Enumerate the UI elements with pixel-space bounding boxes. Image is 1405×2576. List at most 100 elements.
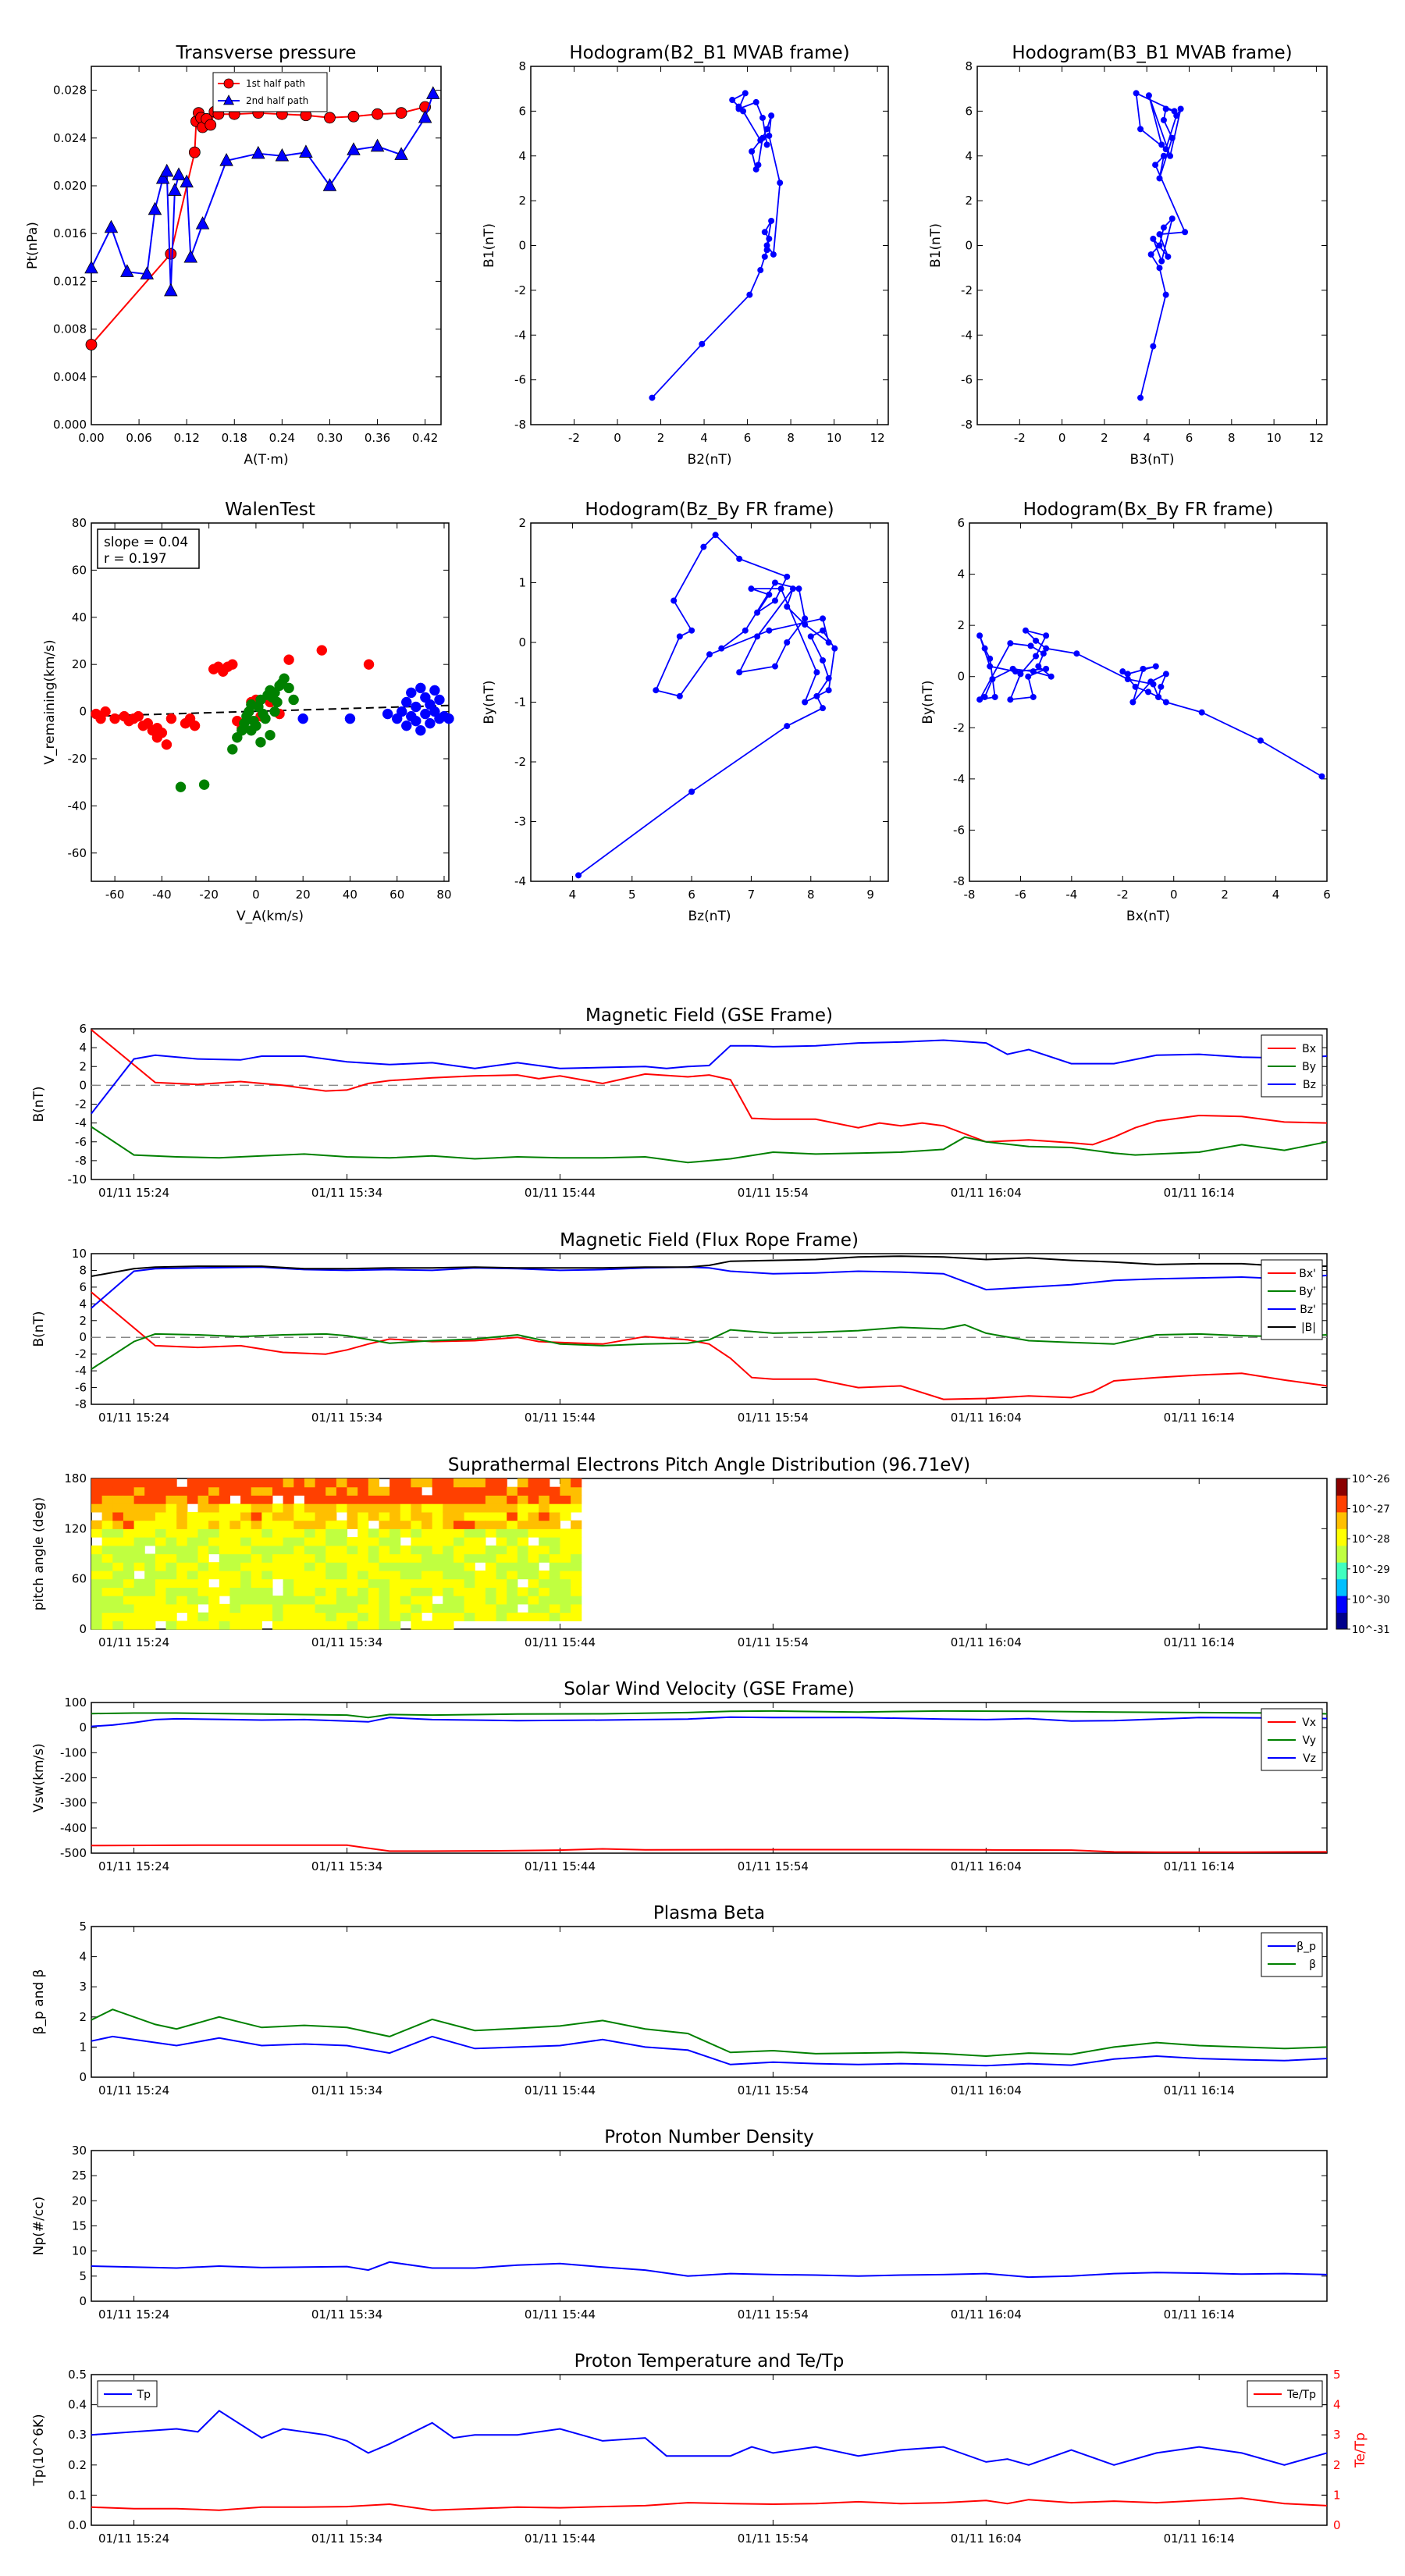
heatmap-cell (272, 1520, 284, 1529)
heatmap-cell (219, 1520, 230, 1529)
scatter-point (283, 682, 294, 694)
x-tick-label: 0.30 (317, 431, 343, 445)
heatmap-cell (165, 1520, 177, 1529)
data-marker (299, 144, 313, 158)
heatmap-cell (400, 1562, 411, 1571)
heatmap-cell (315, 1587, 326, 1596)
heatmap-cell (347, 1621, 358, 1630)
y-axis-label: Tp(10^6K) (31, 2414, 47, 2486)
heatmap-cell (101, 1603, 113, 1614)
heatmap-cell (91, 1578, 103, 1588)
heatmap-cell (454, 1520, 465, 1529)
data-point (1150, 681, 1157, 688)
data-point (820, 705, 827, 712)
scatter-point (175, 781, 187, 792)
scatter-point (260, 713, 271, 724)
heatmap-cell (539, 1570, 550, 1580)
y-axis-label: β_p and β (31, 1969, 47, 2035)
plot-frame (91, 1926, 1328, 2078)
y-tick-label: 0 (79, 705, 87, 719)
heatmap-cell (411, 1528, 422, 1538)
heatmap-cell (315, 1612, 326, 1621)
heatmap-cell (496, 1553, 507, 1563)
y-tick-label: -8 (953, 874, 965, 888)
y-tick-label: -6 (514, 373, 526, 387)
heatmap-cell (368, 1553, 379, 1563)
data-marker (347, 110, 360, 123)
heatmap-cell (528, 1495, 539, 1504)
heatmap-cell (219, 1553, 230, 1563)
heatmap-cell (176, 1553, 188, 1563)
heatmap-cell (315, 1528, 326, 1538)
heatmap-cell (293, 1578, 305, 1588)
heatmap-cell (496, 1587, 507, 1596)
heatmap-cell (315, 1520, 326, 1529)
heatmap-cell (197, 1587, 209, 1596)
heatmap-cell (422, 1587, 433, 1596)
heatmap-cell (208, 1562, 220, 1571)
data-point (729, 97, 736, 104)
heatmap-cell (144, 1511, 156, 1521)
data-point (1137, 394, 1144, 401)
x-tick-label: 01/11 15:34 (311, 2532, 382, 2546)
heatmap-cell (144, 1587, 156, 1596)
series-line (91, 1324, 1328, 1370)
y-tick-label: 30 (72, 2144, 87, 2158)
y-tick-label: 6 (965, 104, 973, 118)
heatmap-cell (165, 1570, 177, 1580)
x-tick-label: 01/11 15:24 (98, 2307, 169, 2322)
data-marker (172, 167, 186, 180)
data-point (766, 235, 773, 242)
data-point (763, 242, 770, 249)
heatmap-cell (101, 1537, 113, 1546)
scatter-point (156, 728, 168, 738)
heatmap-cell (91, 1562, 103, 1571)
series-line (91, 1255, 1327, 1277)
heatmap-cell (336, 1478, 348, 1488)
heatmap-cell (197, 1621, 209, 1630)
heatmap-cell (560, 1486, 571, 1496)
heatmap-cell (475, 1570, 486, 1580)
heatmap-cell (507, 1537, 518, 1546)
data-marker (140, 266, 155, 279)
x-tick-label: 01/11 15:34 (311, 1859, 382, 1873)
data-point (1035, 663, 1042, 670)
x-tick-label: 01/11 15:44 (525, 1859, 596, 1873)
heatmap-cell (464, 1553, 475, 1563)
heatmap-cell (357, 1621, 369, 1630)
heatmap-cell (432, 1603, 443, 1614)
data-point (1124, 675, 1131, 682)
heatmap-cell (187, 1612, 198, 1621)
heatmap-cell (123, 1603, 135, 1614)
data-point (1025, 673, 1032, 680)
heatmap-cell (283, 1553, 294, 1563)
data-marker (104, 219, 119, 233)
data-point (1160, 116, 1167, 123)
plot-frame (91, 2374, 1328, 2526)
heatmap-cell (507, 1596, 518, 1605)
heatmap-cell (422, 1503, 433, 1513)
heatmap-cell (336, 1503, 348, 1513)
y-tick-label: 6 (957, 516, 965, 530)
colorbar-segment (1336, 1578, 1347, 1596)
heatmap-cell (400, 1486, 411, 1496)
heatmap-cell (197, 1495, 209, 1504)
x-tick-label: 01/11 15:34 (311, 1635, 382, 1649)
heatmap-cell (197, 1562, 209, 1571)
heatmap-cell (432, 1553, 443, 1563)
heatmap-cell (261, 1503, 273, 1513)
heatmap-cell (293, 1562, 305, 1571)
data-point (1160, 152, 1167, 159)
heatmap-cell (549, 1503, 560, 1513)
heatmap-cell (144, 1503, 156, 1513)
heatmap-cell (315, 1596, 326, 1605)
y-axis-label: pitch angle (deg) (31, 1497, 47, 1611)
heatmap-cell (123, 1520, 135, 1529)
x-axis-label: Bz(nT) (688, 909, 731, 924)
heatmap-cell (293, 1570, 305, 1580)
heatmap-cell (229, 1587, 241, 1596)
y-tick-label: 2 (518, 516, 526, 530)
data-point (981, 693, 988, 700)
heatmap-cell (240, 1486, 252, 1496)
data-point (831, 645, 838, 652)
